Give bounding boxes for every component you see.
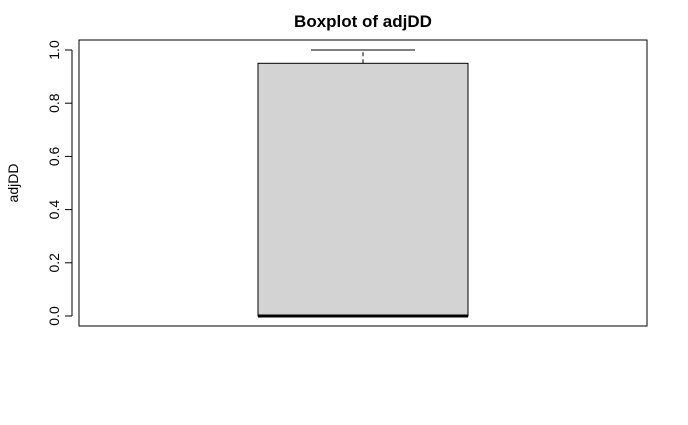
chart-title: Boxplot of adjDD xyxy=(294,12,432,31)
y-tick-label: 0.6 xyxy=(46,146,62,166)
y-tick-label: 0.8 xyxy=(46,93,62,113)
y-tick-label: 0.2 xyxy=(46,253,62,273)
boxplot-group xyxy=(257,49,469,318)
y-axis-label: adjDD xyxy=(5,164,21,203)
plot-frame xyxy=(78,39,648,327)
y-axis: 0.0 0.2 0.4 0.6 0.8 1.0 xyxy=(46,40,73,326)
y-tick-label: 0.0 xyxy=(46,306,62,326)
y-tick-label: 0.4 xyxy=(46,200,62,220)
y-tick-label: 1.0 xyxy=(46,40,62,60)
box-interquartile xyxy=(257,62,469,317)
